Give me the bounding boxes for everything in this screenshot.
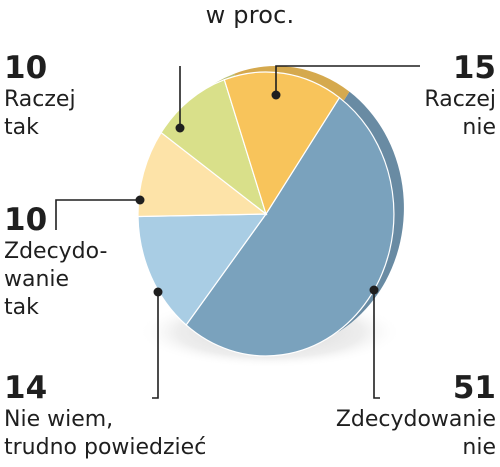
leader-line-zdecydowanie-tak	[55, 199, 140, 230]
label-raczej-tak-line2: tak	[4, 115, 39, 140]
label-zdecydowanie-nie-line2: nie	[462, 435, 496, 460]
value-zdecydowanie-tak: 10	[4, 202, 48, 238]
leader-line-zdecydowanie-nie	[373, 290, 380, 399]
value-raczej-nie: 15	[452, 50, 496, 86]
value-zdecydowanie-nie: 51	[452, 370, 496, 406]
label-raczej-tak-line1: Raczej	[4, 87, 76, 112]
leader-line-nie-wiem	[152, 292, 159, 399]
label-zdecydowanie-nie-line1: Zdecydowanie	[335, 407, 496, 432]
label-nie-wiem-line1: Nie wiem,	[4, 407, 114, 432]
pie-slice-raczej-nie	[223, 71, 341, 216]
label-zdecydowanie-tak-line2: wanie	[4, 267, 70, 292]
label-zdecydowanie-tak-line3: tak	[4, 295, 39, 320]
callout-nie-wiem: 14 Nie wiem, trudno powiedzieć	[4, 370, 206, 462]
label-zdecydowanie-tak-line1: Zdecydo-	[4, 239, 108, 264]
leader-dot-zdecydowanie-nie	[369, 285, 379, 295]
leader-dot-raczej-nie	[271, 90, 281, 100]
pie-slice-zdecydowanie-nie	[185, 96, 395, 357]
pie-slice-zdecydowanie-tak	[137, 131, 268, 218]
leader-dot-raczej-tak	[175, 123, 185, 133]
pie-slice-nie-wiem	[137, 213, 268, 326]
leader-lines	[55, 65, 420, 399]
label-raczej-nie-line2: nie	[462, 115, 496, 140]
pie-slice-raczej-tak	[160, 78, 268, 216]
value-nie-wiem: 14	[4, 370, 48, 406]
chart-subtitle: w proc.	[205, 1, 295, 29]
label-raczej-nie-line1: Raczej	[424, 87, 496, 112]
leader-dot-zdecydowanie-tak	[135, 195, 145, 205]
callout-raczej-nie: 15 Raczej nie	[424, 50, 496, 142]
callout-zdecydowanie-tak: 10 Zdecydo- wanie tak	[4, 202, 107, 322]
callout-zdecydowanie-nie: 51 Zdecydowanie nie	[336, 370, 496, 462]
value-raczej-tak: 10	[4, 50, 48, 86]
pie-slices	[137, 71, 395, 357]
leader-dot-nie-wiem	[153, 287, 163, 297]
leader-line-raczej-nie	[275, 65, 420, 95]
callout-raczej-tak: 10 Raczej tak	[4, 50, 76, 142]
label-nie-wiem-line2: trudno powiedzieć	[4, 435, 207, 460]
